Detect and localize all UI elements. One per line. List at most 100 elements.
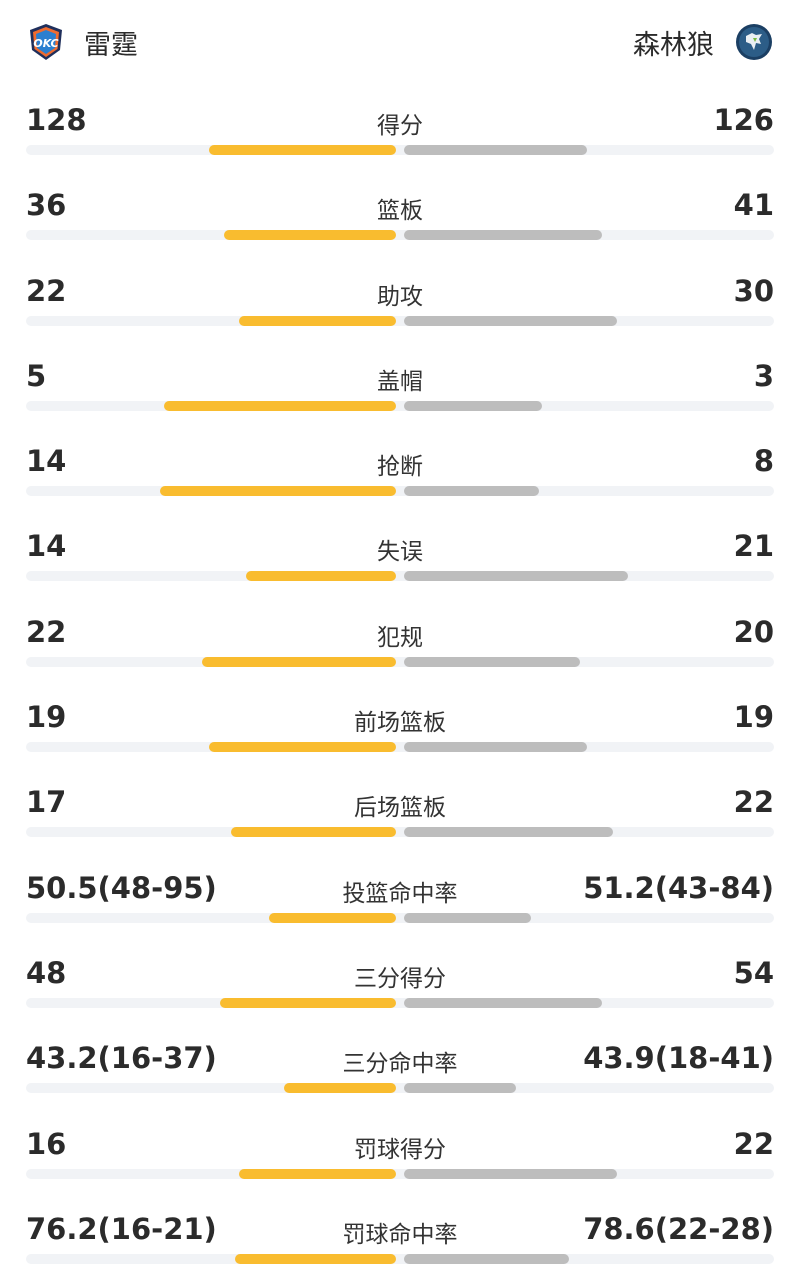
away-stat-value: 8 [753, 444, 774, 479]
home-stat-value: 22 [26, 273, 67, 308]
stat-row: 50.5(48-95) 投篮命中率 51.2(43-84) [0, 854, 800, 939]
home-stat-value: 48 [26, 955, 67, 990]
home-stat-value: 19 [26, 700, 67, 735]
stat-row: 16 罚球得分 22 [0, 1110, 800, 1195]
home-stat-bar [284, 1083, 396, 1094]
home-stat-value: 17 [26, 785, 67, 820]
away-stat-bar [404, 656, 580, 667]
home-stat-value: 5 [26, 358, 47, 393]
home-stat-bar [209, 742, 396, 753]
stat-row: 36 篮板 41 [0, 171, 800, 256]
home-stat-value: 36 [26, 188, 67, 223]
home-stat-value: 128 [26, 103, 87, 137]
stat-label: 篮板 [377, 198, 423, 225]
home-stat-bar [220, 997, 396, 1008]
away-stat-bar [404, 1253, 569, 1264]
stat-bar-track [26, 400, 774, 411]
home-stat-bar [160, 486, 396, 497]
home-stat-value: 43.2(16-37) [26, 1041, 217, 1076]
timberwolves-logo-icon [736, 24, 772, 60]
home-stat-bar [246, 571, 396, 582]
away-stat-value: 41 [733, 188, 774, 223]
away-stat-bar [404, 827, 613, 838]
away-stat-bar [404, 1168, 617, 1179]
stat-label: 三分得分 [354, 965, 446, 992]
stat-bar-track [26, 145, 774, 155]
home-stat-bar [269, 912, 396, 923]
home-stat-bar [239, 1168, 396, 1179]
stat-row: 22 助攻 30 [0, 257, 800, 342]
away-stat-value: 126 [713, 103, 774, 137]
home-stat-value: 50.5(48-95) [26, 870, 217, 905]
stat-bar-track [26, 1083, 774, 1094]
stat-bar-track [26, 827, 774, 838]
home-stat-value: 22 [26, 614, 67, 649]
stat-row: 19 前场篮板 19 [0, 683, 800, 768]
away-stat-value: 20 [733, 614, 774, 649]
stat-label: 投篮命中率 [342, 880, 458, 907]
away-stat-value: 22 [733, 785, 774, 820]
stat-bar-track [26, 912, 774, 923]
svg-text:OKC: OKC [33, 37, 58, 50]
home-stat-value: 14 [26, 529, 67, 564]
stat-bar-track [26, 315, 774, 326]
home-stat-value: 16 [26, 1126, 67, 1161]
stat-label: 罚球得分 [354, 1136, 446, 1163]
stat-row: 48 三分得分 54 [0, 939, 800, 1024]
away-stat-value: 3 [753, 358, 774, 393]
away-stat-bar [404, 315, 617, 326]
away-stat-value: 30 [733, 273, 774, 308]
home-stat-bar [202, 656, 396, 667]
stat-row: 17 后场篮板 22 [0, 768, 800, 853]
away-stat-bar [404, 742, 587, 753]
home-team[interactable]: OKC 雷霆 [26, 20, 138, 64]
away-stat-bar [404, 486, 539, 497]
stat-bar-track [26, 1253, 774, 1264]
away-stat-bar [404, 145, 587, 155]
stat-label: 后场篮板 [354, 795, 446, 822]
stat-label: 助攻 [377, 283, 423, 310]
stat-row: 43.2(16-37) 三分命中率 43.9(18-41) [0, 1024, 800, 1109]
home-stat-bar [164, 400, 396, 411]
stat-bar-track [26, 742, 774, 753]
away-stat-value: 43.9(18-41) [583, 1041, 774, 1076]
away-stat-value: 19 [733, 700, 774, 735]
away-stat-bar [404, 230, 602, 241]
stat-row: 5 盖帽 3 [0, 342, 800, 427]
away-team[interactable]: 森林狼 [633, 20, 774, 64]
away-stat-bar [404, 571, 628, 582]
matchup-header: OKC 雷霆 森林狼 [0, 0, 800, 86]
stat-label: 罚球命中率 [342, 1221, 458, 1248]
stat-row: 128 得分 126 [0, 86, 800, 171]
home-stat-bar [239, 315, 396, 326]
stat-bar-track [26, 1168, 774, 1179]
stat-bar-track [26, 230, 774, 241]
home-stat-bar [235, 1253, 396, 1264]
stat-bar-track [26, 656, 774, 667]
stat-bar-track [26, 997, 774, 1008]
away-stat-bar [404, 400, 542, 411]
stat-bar-track [26, 486, 774, 497]
home-stat-bar [224, 230, 396, 241]
stat-label: 盖帽 [377, 368, 423, 395]
away-stat-value: 21 [733, 529, 774, 564]
stat-row: 14 失误 21 [0, 512, 800, 597]
okc-thunder-logo-icon: OKC [30, 24, 62, 60]
stat-label: 抢断 [377, 454, 423, 481]
stat-label: 三分命中率 [342, 1051, 458, 1078]
home-team-name: 雷霆 [84, 29, 138, 61]
away-stat-value: 54 [733, 955, 774, 990]
stat-row: 14 抢断 8 [0, 427, 800, 512]
stat-row: 76.2(16-21) 罚球命中率 78.6(22-28) [0, 1195, 800, 1280]
away-stat-bar [404, 1083, 516, 1094]
stat-label: 犯规 [377, 624, 423, 651]
away-stat-bar [404, 997, 602, 1008]
away-stat-bar [404, 912, 531, 923]
away-stat-value: 22 [733, 1126, 774, 1161]
away-team-name: 森林狼 [633, 29, 714, 61]
stat-bar-track [26, 571, 774, 582]
team-stats-comparison: 128 得分 126 36 篮板 41 22 助攻 30 5 盖帽 3 14 抢断 8 14 失误 21 22 犯规 2… [0, 86, 800, 1280]
away-stat-value: 78.6(22-28) [583, 1211, 774, 1246]
stat-row: 22 犯规 20 [0, 598, 800, 683]
home-stat-bar [231, 827, 396, 838]
